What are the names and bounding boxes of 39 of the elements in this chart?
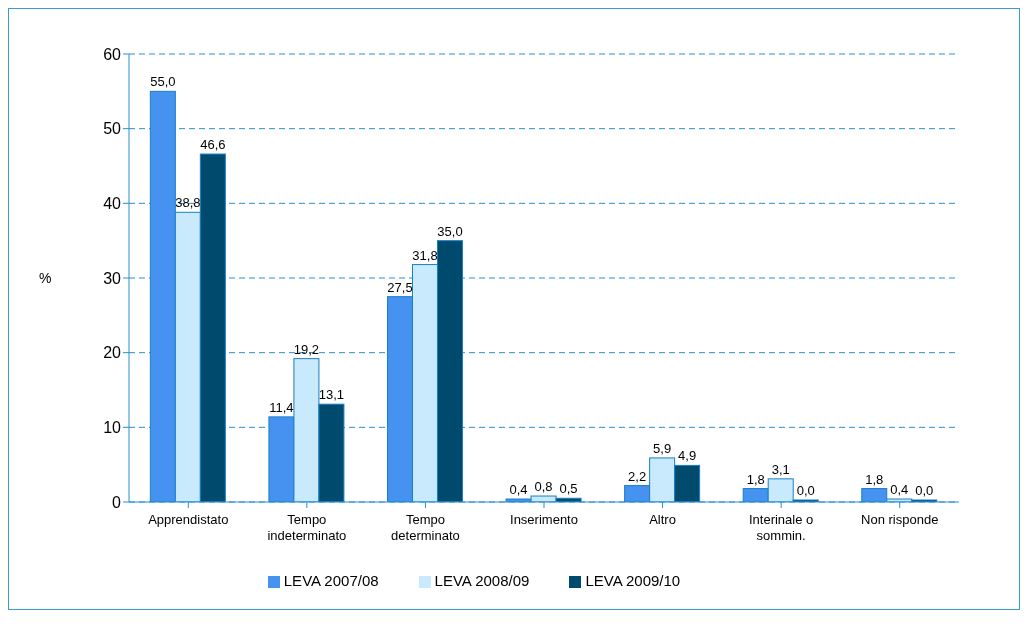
y-axis-title: % <box>39 269 52 286</box>
data-label: 35,0 <box>437 223 463 239</box>
data-label: 55,0 <box>150 74 176 90</box>
x-tick-label: Tempo indeterminato <box>267 512 347 543</box>
legend-label: LEVA 2008/09 <box>434 572 530 589</box>
y-tick-label: 0 <box>112 493 122 511</box>
data-label: 19,2 <box>293 341 320 357</box>
data-label: 0,5 <box>559 481 578 497</box>
data-label: 27,5 <box>387 279 413 295</box>
data-label: 0,0 <box>796 483 815 498</box>
data-label: 0,8 <box>534 479 553 495</box>
data-label: 1,8 <box>865 471 884 487</box>
data-label: 38,8 <box>175 195 201 211</box>
data-label: 0,0 <box>915 483 934 498</box>
data-label: 0,4 <box>890 482 909 498</box>
x-tick-label: Inserimento <box>510 512 578 527</box>
data-label: 0,4 <box>509 482 528 498</box>
legend-label: LEVA 2009/10 <box>585 572 681 589</box>
data-label: 5,9 <box>653 440 672 456</box>
x-tick-label: Tempo determinato <box>391 512 460 543</box>
x-tick-label: Altro <box>649 512 676 527</box>
data-label: 46,6 <box>200 137 226 153</box>
legend-label: LEVA 2007/08 <box>283 572 379 589</box>
y-tick-label: 50 <box>103 120 122 138</box>
data-label: 13,1 <box>318 387 345 403</box>
data-label: 4,9 <box>678 448 697 464</box>
data-label: 2,2 <box>628 468 647 484</box>
data-label: 31,8 <box>412 247 438 263</box>
y-tick-label: 60 <box>103 45 122 63</box>
x-tick-label: Apprendistato <box>148 512 229 527</box>
y-tick-label: 20 <box>103 344 122 362</box>
y-tick-label: 10 <box>103 419 122 437</box>
x-tick-label: Non risponde <box>861 512 939 527</box>
x-tick-label: Interinale o sommin. <box>748 512 814 543</box>
y-tick-label: 30 <box>103 269 122 287</box>
data-label: 3,1 <box>771 461 790 477</box>
y-tick-label: 40 <box>103 195 122 213</box>
data-label: 1,8 <box>746 471 765 487</box>
data-label: 11,4 <box>269 399 294 415</box>
